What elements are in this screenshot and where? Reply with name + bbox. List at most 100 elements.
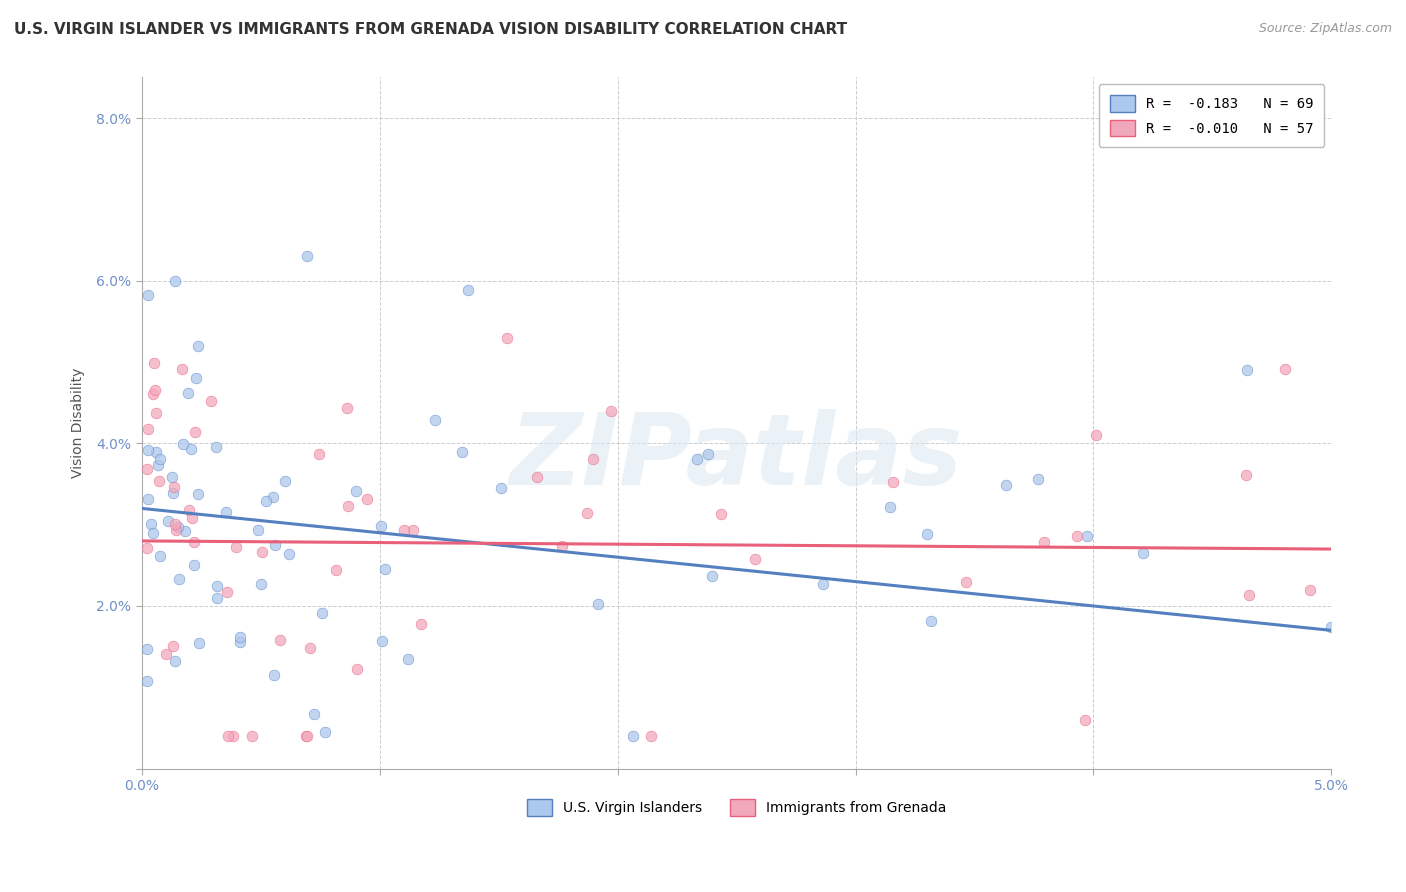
Point bbox=[640, 729, 662, 743]
Point bbox=[314, 725, 336, 739]
Point bbox=[811, 576, 834, 591]
Point bbox=[304, 707, 326, 722]
Point bbox=[1066, 529, 1088, 543]
Text: ZIPatlas: ZIPatlas bbox=[510, 409, 963, 506]
Point bbox=[308, 446, 330, 460]
Point bbox=[374, 562, 396, 576]
Point bbox=[135, 541, 157, 555]
Point bbox=[172, 362, 194, 376]
Point bbox=[163, 480, 186, 494]
Point bbox=[146, 458, 169, 472]
Point bbox=[143, 383, 166, 397]
Point bbox=[172, 437, 194, 451]
Point bbox=[295, 729, 318, 743]
Point bbox=[955, 574, 977, 589]
Point bbox=[882, 475, 904, 490]
Point bbox=[228, 635, 250, 649]
Point bbox=[995, 478, 1018, 492]
Point bbox=[295, 729, 318, 743]
Legend: U.S. Virgin Islanders, Immigrants from Grenada: U.S. Virgin Islanders, Immigrants from G… bbox=[519, 791, 955, 824]
Point bbox=[205, 579, 228, 593]
Point bbox=[295, 249, 318, 263]
Point bbox=[136, 492, 159, 507]
Point bbox=[411, 617, 433, 632]
Point bbox=[200, 393, 222, 408]
Point bbox=[187, 338, 209, 352]
Point bbox=[1274, 362, 1296, 376]
Point bbox=[262, 490, 284, 504]
Point bbox=[264, 538, 287, 552]
Point bbox=[686, 452, 709, 467]
Point bbox=[205, 591, 228, 605]
Point bbox=[155, 648, 177, 662]
Point bbox=[142, 386, 165, 401]
Point bbox=[920, 615, 942, 629]
Point bbox=[336, 401, 359, 415]
Point bbox=[346, 663, 368, 677]
Point bbox=[148, 451, 170, 466]
Point bbox=[581, 452, 603, 467]
Point bbox=[710, 507, 733, 521]
Point bbox=[371, 633, 394, 648]
Point bbox=[177, 385, 200, 400]
Point bbox=[180, 442, 202, 457]
Point bbox=[145, 406, 167, 420]
Point bbox=[457, 283, 479, 297]
Point bbox=[269, 633, 291, 648]
Point bbox=[1076, 529, 1098, 543]
Point bbox=[162, 470, 184, 484]
Point bbox=[1299, 583, 1322, 598]
Text: U.S. VIRGIN ISLANDER VS IMMIGRANTS FROM GRENADA VISION DISABILITY CORRELATION CH: U.S. VIRGIN ISLANDER VS IMMIGRANTS FROM … bbox=[14, 22, 848, 37]
Point bbox=[165, 516, 187, 531]
Point bbox=[252, 545, 274, 559]
Point bbox=[135, 641, 157, 656]
Point bbox=[744, 552, 766, 566]
Point bbox=[136, 288, 159, 302]
Point bbox=[139, 517, 162, 532]
Point bbox=[165, 275, 187, 289]
Point bbox=[1026, 472, 1049, 486]
Point bbox=[135, 462, 157, 476]
Text: Source: ZipAtlas.com: Source: ZipAtlas.com bbox=[1258, 22, 1392, 36]
Point bbox=[700, 569, 723, 583]
Point bbox=[450, 445, 472, 459]
Point bbox=[356, 491, 378, 506]
Point bbox=[915, 526, 938, 541]
Point bbox=[215, 585, 238, 599]
Point bbox=[496, 331, 519, 345]
Point bbox=[145, 445, 167, 459]
Point bbox=[1033, 535, 1056, 549]
Point bbox=[215, 505, 238, 519]
Point bbox=[136, 422, 159, 436]
Point bbox=[184, 425, 207, 439]
Point bbox=[396, 652, 419, 666]
Point bbox=[179, 503, 201, 517]
Point bbox=[1236, 363, 1258, 377]
Point bbox=[183, 558, 205, 573]
Point bbox=[336, 499, 359, 513]
Point bbox=[138, 442, 160, 457]
Point bbox=[392, 523, 415, 537]
Point bbox=[1319, 620, 1341, 634]
Point bbox=[273, 475, 295, 489]
Point bbox=[181, 511, 204, 525]
Point bbox=[162, 639, 184, 653]
Y-axis label: Vision Disability: Vision Disability bbox=[72, 368, 86, 478]
Point bbox=[188, 636, 211, 650]
Point bbox=[588, 597, 610, 611]
Point bbox=[169, 572, 191, 586]
Point bbox=[1085, 428, 1108, 442]
Point bbox=[148, 475, 170, 489]
Point bbox=[163, 654, 186, 668]
Point bbox=[205, 440, 228, 454]
Point bbox=[165, 523, 187, 537]
Point bbox=[551, 539, 574, 553]
Point bbox=[183, 534, 205, 549]
Point bbox=[217, 729, 239, 743]
Point bbox=[1074, 713, 1097, 727]
Point bbox=[278, 548, 301, 562]
Point bbox=[157, 514, 180, 528]
Point bbox=[149, 549, 172, 564]
Point bbox=[247, 523, 270, 537]
Point bbox=[370, 518, 392, 533]
